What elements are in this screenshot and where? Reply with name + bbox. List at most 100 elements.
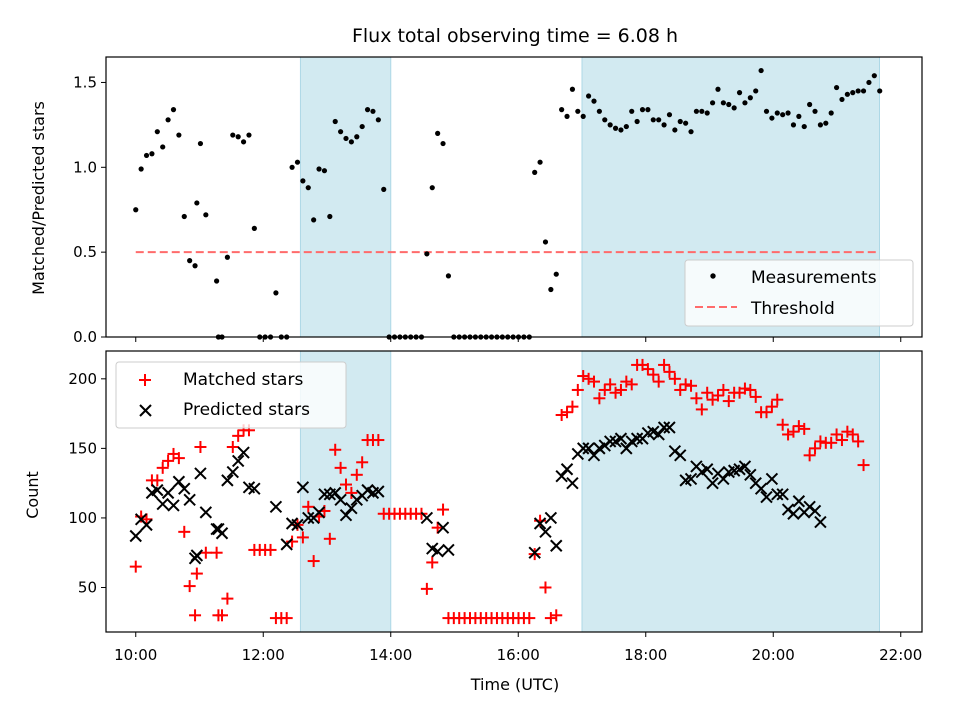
measurement-point bbox=[661, 122, 667, 128]
measurement-point bbox=[165, 117, 171, 123]
measurement-point bbox=[435, 130, 441, 136]
matched-star-point bbox=[787, 425, 800, 438]
legend-measurements-marker bbox=[710, 273, 716, 279]
measurement-point bbox=[154, 129, 160, 135]
measurement-point bbox=[203, 212, 209, 218]
predicted-star-point bbox=[706, 476, 719, 490]
matched-star-point bbox=[852, 435, 865, 448]
measurement-point bbox=[160, 144, 166, 150]
measurement-point bbox=[860, 88, 867, 94]
measurement-point bbox=[553, 271, 559, 277]
matched-star-point bbox=[577, 370, 590, 383]
predicted-star-point bbox=[630, 432, 644, 445]
measurement-point bbox=[348, 139, 354, 145]
legend-matched-label: Matched stars bbox=[183, 370, 303, 390]
predicted-star-point bbox=[792, 495, 806, 508]
predicted-star-point bbox=[156, 497, 169, 511]
predicted-star-point bbox=[533, 517, 547, 530]
predicted-star-point bbox=[717, 472, 730, 486]
measurement-point bbox=[240, 139, 247, 145]
predicted-star-point bbox=[442, 543, 455, 557]
matched-star-point bbox=[420, 582, 433, 595]
measurement-point bbox=[618, 127, 624, 133]
measurement-point bbox=[596, 108, 602, 114]
matched-star-point bbox=[647, 368, 660, 381]
matched-star-point bbox=[690, 392, 703, 405]
matched-star-point bbox=[593, 392, 606, 405]
x-tick-label: 10:00 bbox=[114, 646, 157, 664]
measurement-point bbox=[273, 290, 279, 296]
matched-star-point bbox=[663, 365, 676, 378]
predicted-star-point bbox=[560, 463, 574, 476]
matched-star-point bbox=[571, 383, 584, 396]
matched-star-point bbox=[340, 478, 353, 491]
predicted-star-point bbox=[296, 481, 310, 494]
y-tick-label-top: 0.0 bbox=[73, 328, 97, 346]
predicted-star-point bbox=[161, 486, 175, 500]
measurement-point bbox=[871, 73, 877, 79]
predicted-star-point bbox=[684, 472, 698, 486]
matched-star-point bbox=[329, 443, 342, 456]
predicted-star-point bbox=[744, 468, 757, 482]
y-tick-label-top: 1.5 bbox=[73, 73, 97, 91]
predicted-star-point bbox=[231, 454, 245, 468]
measurement-point bbox=[194, 200, 200, 206]
measurement-point bbox=[763, 108, 770, 114]
measurement-point bbox=[699, 108, 705, 114]
shaded-regions-bottom bbox=[299, 350, 880, 633]
matched-star-point bbox=[782, 428, 795, 441]
measurement-point bbox=[321, 168, 328, 174]
measurement-point bbox=[559, 107, 565, 113]
measurement-point bbox=[445, 273, 452, 279]
measurement-point bbox=[715, 86, 721, 92]
predicted-star-point bbox=[657, 421, 671, 434]
predicted-star-point bbox=[215, 527, 229, 540]
predicted-star-point bbox=[603, 435, 617, 448]
measurement-point bbox=[591, 98, 597, 104]
measurement-point bbox=[709, 100, 716, 106]
matched-star-point bbox=[189, 609, 202, 622]
y-axis-label-bottom: Count bbox=[23, 471, 42, 519]
predicted-star-point bbox=[555, 469, 568, 483]
measurement-point bbox=[650, 117, 656, 123]
predicted-star-point bbox=[765, 472, 779, 486]
predicted-star-point bbox=[194, 467, 207, 480]
matched-star-point bbox=[178, 525, 191, 538]
predicted-star-point bbox=[129, 529, 142, 543]
matched-star-point bbox=[711, 389, 724, 402]
predicted-star-point bbox=[760, 490, 773, 504]
matched-star-point bbox=[129, 560, 142, 573]
measurement-point bbox=[364, 107, 371, 113]
matched-star-point bbox=[582, 372, 595, 385]
measurement-point bbox=[634, 118, 640, 125]
matched-star-point bbox=[587, 375, 600, 388]
matched-star-point bbox=[534, 514, 547, 527]
measurement-point bbox=[812, 108, 818, 114]
matched-star-point bbox=[232, 429, 245, 442]
matched-star-point bbox=[846, 428, 859, 441]
measurement-point bbox=[548, 286, 554, 293]
measurement-point bbox=[645, 107, 651, 113]
measurement-point bbox=[639, 107, 646, 113]
measurement-point bbox=[138, 166, 144, 172]
matched-star-point bbox=[738, 382, 751, 395]
predicted-star-point bbox=[576, 442, 590, 455]
matched-star-point bbox=[172, 452, 185, 465]
legend-predicted-marker bbox=[139, 404, 152, 417]
matched-star-point bbox=[792, 420, 805, 433]
matched-star-point bbox=[674, 383, 687, 396]
matched-star-point bbox=[216, 609, 229, 622]
x-axis-label: Time (UTC) bbox=[470, 675, 559, 694]
matched-star-point bbox=[835, 434, 848, 447]
predicted-star-point bbox=[754, 482, 768, 495]
measurement-point bbox=[575, 108, 581, 114]
measurement-point bbox=[251, 225, 257, 231]
predicted-star-point bbox=[190, 549, 204, 562]
measurement-point bbox=[790, 122, 797, 128]
matched-star-point bbox=[356, 456, 369, 469]
measurement-point bbox=[542, 239, 549, 245]
measurement-point bbox=[688, 129, 694, 135]
measurement-point bbox=[817, 122, 824, 128]
measurement-point bbox=[440, 140, 446, 147]
matched-star-point bbox=[350, 468, 363, 481]
